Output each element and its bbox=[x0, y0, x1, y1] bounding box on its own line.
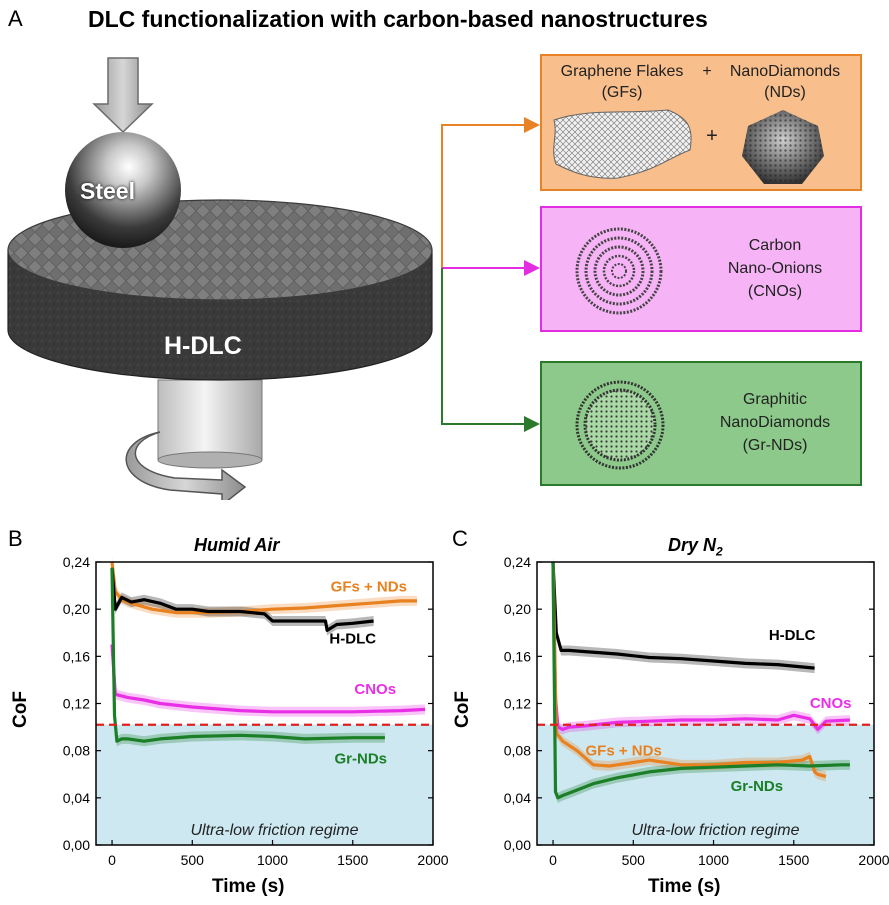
y-tick-label: 0,24 bbox=[63, 555, 90, 570]
y-tick-label: 0,12 bbox=[504, 696, 531, 712]
plus-sign: + bbox=[706, 125, 718, 147]
series-label-cnos: CNOs bbox=[354, 681, 396, 698]
y-tick-label: 0,04 bbox=[504, 790, 531, 806]
tribometer-illustration bbox=[7, 57, 433, 500]
grnd-line3: (Gr-NDs) bbox=[742, 437, 808, 454]
nd-abbr: (NDs) bbox=[764, 84, 806, 101]
panel-c-title-sub: 2 bbox=[716, 544, 723, 559]
y-tick-label: 0,20 bbox=[504, 601, 531, 617]
x-tick-label: 2000 bbox=[417, 852, 448, 868]
series-band-2 bbox=[112, 639, 425, 717]
x-tick-label: 1500 bbox=[337, 852, 368, 868]
graphitic-nanodiamond-icon bbox=[575, 380, 665, 470]
y-tick-label: 0,20 bbox=[63, 601, 90, 617]
panel-b-letter: B bbox=[8, 526, 23, 551]
series-line-2 bbox=[551, 561, 827, 779]
panel-c-letter: C bbox=[452, 526, 468, 551]
x-tick-label: 500 bbox=[622, 852, 646, 868]
panel-a-letter: A bbox=[8, 6, 23, 31]
cnos-box: Carbon Nano-Onions (CNOs) bbox=[540, 206, 862, 332]
series-band-0 bbox=[553, 557, 815, 674]
x-tick-label: 2000 bbox=[858, 852, 889, 868]
series-label-hdlc: H-DLC bbox=[329, 630, 376, 647]
series-label-grnds: Gr-NDs bbox=[335, 751, 388, 768]
series-line-3 bbox=[551, 561, 850, 800]
region-label: Ultra-low friction regime bbox=[631, 822, 799, 839]
panel-b-title: Humid Air bbox=[194, 535, 280, 555]
carbon-nano-onion-icon bbox=[575, 227, 663, 315]
panel-c-xlabel: Time (s) bbox=[648, 876, 721, 897]
gf-abbr: (GFs) bbox=[601, 84, 643, 101]
series-line-0 bbox=[551, 561, 815, 670]
series-label-hdlc: H-DLC bbox=[769, 627, 816, 644]
cno-line1: Carbon bbox=[748, 237, 802, 254]
region-label: Ultra-low friction regime bbox=[190, 822, 358, 839]
nanodiamond-icon bbox=[742, 110, 824, 184]
steel-ball-label: Steel bbox=[80, 178, 135, 204]
y-tick-label: 0,00 bbox=[63, 837, 90, 853]
x-tick-label: 0 bbox=[549, 852, 557, 868]
load-arrow-icon bbox=[92, 57, 154, 134]
series-band-0 bbox=[112, 557, 417, 618]
panel-b-xlabel: Time (s) bbox=[212, 876, 285, 897]
panel-a-title: DLC functionalization with carbon-based … bbox=[88, 6, 708, 32]
ultra-low-region bbox=[96, 724, 433, 845]
y-tick-label: 0,00 bbox=[504, 837, 531, 853]
panel-c-title-main: Dry N bbox=[668, 535, 717, 555]
y-tick-label: 0,24 bbox=[504, 555, 531, 570]
dry-n2-chart: 0,00 0,04 0,08 0,12 0,16 0,20 0,24 0 500 1000 1500… bbox=[504, 555, 889, 868]
y-tick-label: 0,16 bbox=[504, 648, 531, 664]
series-label-gfs_nds: GFs + NDs bbox=[586, 742, 662, 759]
grnd-line1: Graphitic bbox=[742, 391, 808, 408]
cno-line3: (CNOs) bbox=[747, 283, 803, 300]
series-line-1 bbox=[551, 561, 850, 731]
x-tick-label: 1000 bbox=[698, 852, 729, 868]
gr-nds-box: Graphitic NanoDiamonds (Gr-NDs) bbox=[540, 361, 862, 486]
y-tick-label: 0,12 bbox=[63, 696, 90, 712]
disk-label: H-DLC bbox=[164, 332, 242, 360]
series-label-grnds: Gr-NDs bbox=[731, 778, 784, 795]
graphene-flake-icon bbox=[553, 109, 692, 179]
x-tick-label: 500 bbox=[181, 852, 205, 868]
series-line-2 bbox=[110, 644, 426, 714]
x-tick-label: 0 bbox=[108, 852, 116, 868]
y-tick-label: 0,08 bbox=[504, 743, 531, 759]
y-tick-label: 0,04 bbox=[63, 790, 90, 806]
series-band-1 bbox=[553, 557, 850, 735]
panel-c-title: Dry N2 bbox=[668, 535, 723, 559]
series-label-cnos: CNOs bbox=[810, 695, 852, 712]
humid-air-chart: 0,00 0,04 0,08 0,12 0,16 0,20 0,24 0 500 1000 1500… bbox=[63, 555, 449, 868]
steel-ball bbox=[65, 132, 181, 248]
y-tick-label: 0,08 bbox=[63, 743, 90, 759]
x-tick-label: 1000 bbox=[257, 852, 288, 868]
cno-line2: Nano-Onions bbox=[727, 260, 823, 277]
nd-title: NanoDiamonds bbox=[729, 63, 841, 80]
grnd-line2: NanoDiamonds bbox=[719, 414, 831, 431]
y-tick-label: 0,16 bbox=[63, 648, 90, 664]
connector-arrows bbox=[441, 117, 540, 432]
plus-top: + bbox=[702, 63, 712, 80]
series-label-gfs_nds: GFs + NDs bbox=[331, 578, 407, 595]
series-line-1 bbox=[110, 567, 374, 632]
x-tick-label: 1500 bbox=[778, 852, 809, 868]
gfs-nds-box: Graphene Flakes (GFs) + NanoDiamonds (ND… bbox=[540, 54, 862, 191]
series-band-1 bbox=[112, 562, 374, 636]
gf-title: Graphene Flakes bbox=[560, 63, 684, 80]
series-line-3 bbox=[110, 567, 385, 743]
rotation-arrow-icon bbox=[125, 431, 247, 500]
